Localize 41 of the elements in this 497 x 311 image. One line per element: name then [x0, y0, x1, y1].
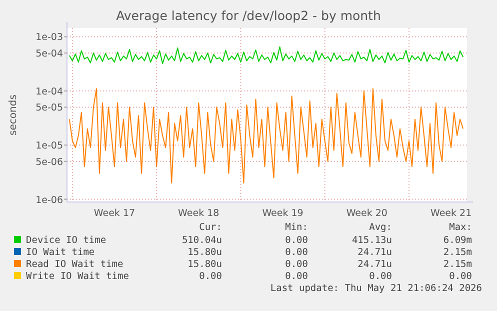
text: Cur: — [199, 222, 222, 233]
text: 415.13u — [352, 235, 392, 246]
text: 0.00 — [449, 271, 472, 282]
text: 0.00 — [285, 271, 308, 282]
x-tick-label: Week 21 — [430, 208, 472, 219]
chart-title: Average latency for /dev/loop2 - by month — [116, 8, 381, 23]
text: 2.15m — [443, 259, 472, 270]
text: 0.00 — [285, 235, 308, 246]
text: 0.00 — [369, 271, 392, 282]
text: 15.80u — [188, 259, 222, 270]
line-series — [68, 46, 464, 64]
text: 24.71u — [358, 247, 392, 258]
y-tick-label: 1e-05 — [36, 140, 63, 152]
x-tick-label: Week 20 — [346, 208, 388, 219]
y-tick-label: 5e-06 — [36, 156, 63, 168]
y-tick-label: 5e-04 — [36, 48, 63, 60]
text: Max: — [449, 222, 472, 233]
x-tick-label: Week 19 — [262, 208, 304, 219]
legend-label: Read IO Wait time — [26, 259, 124, 270]
x-tick-label: Week 18 — [178, 208, 220, 219]
text: 15.80u — [188, 247, 222, 258]
text: 2.15m — [443, 247, 472, 258]
legend-label: Device IO time — [26, 235, 106, 246]
y-tick-label: 1e-06 — [36, 194, 63, 206]
x-tick-label: Week 17 — [94, 208, 136, 219]
legend-label: IO Wait time — [26, 247, 95, 258]
y-axis-title: seconds — [8, 94, 19, 136]
y-tick-label: 1e-03 — [36, 32, 63, 44]
text: 6.09m — [443, 235, 472, 246]
y-tick-label: 5e-05 — [36, 102, 63, 114]
legend-label: Write IO Wait time — [26, 271, 130, 282]
text: 0.00 — [285, 259, 308, 270]
text: 0.00 — [285, 247, 308, 258]
text: 510.04u — [182, 235, 222, 246]
text: 24.71u — [358, 259, 392, 270]
text: Last update: Thu May 21 21:06:24 2026 — [270, 283, 482, 294]
text: 0.00 — [199, 271, 222, 282]
y-tick-label: 1e-04 — [36, 86, 63, 98]
text: Avg: — [369, 222, 392, 233]
text: Min: — [285, 222, 308, 233]
line-series — [68, 88, 464, 184]
